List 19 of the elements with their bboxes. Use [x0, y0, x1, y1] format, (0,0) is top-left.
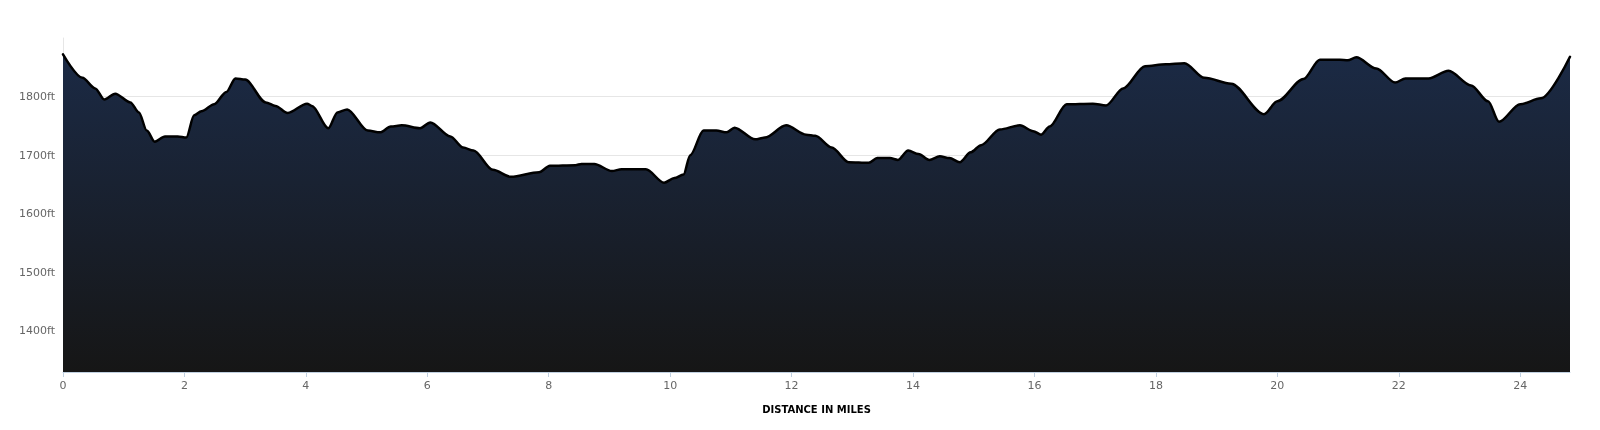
- x-tick-label: 14: [906, 379, 921, 392]
- x-tick-label: 24: [1513, 379, 1528, 392]
- x-tick-label: 4: [302, 379, 310, 392]
- x-tick-label: 16: [1027, 379, 1042, 392]
- x-tick-label: 6: [423, 379, 431, 392]
- y-tick-label: 1500ft: [19, 265, 56, 279]
- x-tick-label: 2: [180, 379, 188, 392]
- x-tick-label: 12: [784, 379, 799, 392]
- y-tick-label: 1700ft: [19, 148, 56, 162]
- x-tick-label: 22: [1391, 379, 1406, 392]
- x-tick-label: 0: [59, 379, 67, 392]
- x-tick-label: 10: [663, 379, 678, 392]
- y-tick-label: 1400ft: [19, 324, 56, 338]
- y-tick-label: 1800ft: [19, 90, 56, 104]
- y-tick-label: 1600ft: [19, 207, 56, 221]
- x-axis-title: DISTANCE IN MILES: [762, 403, 871, 415]
- x-tick-label: 20: [1270, 379, 1285, 392]
- x-tick-label: 18: [1148, 379, 1163, 392]
- x-tick-label: 8: [545, 379, 553, 392]
